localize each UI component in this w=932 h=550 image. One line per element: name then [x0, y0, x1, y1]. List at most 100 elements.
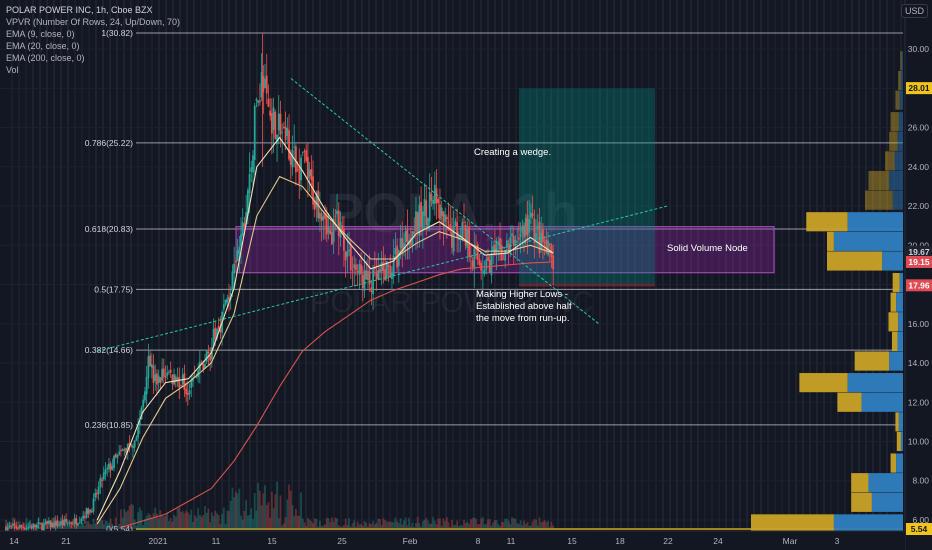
volume-bar — [329, 522, 332, 529]
volume-bar — [468, 523, 471, 529]
trendlines-layer[interactable] — [97, 78, 668, 352]
fib-level-label: 0(5.54) — [106, 524, 133, 534]
volume-profile-up-bar — [851, 473, 869, 493]
volume-bar — [396, 521, 399, 529]
volume-bar — [320, 526, 323, 529]
time-tick-label: 15 — [567, 536, 577, 546]
fib-level-label: 0.382(14.66) — [85, 345, 133, 355]
time-tick-label: 8 — [476, 536, 481, 546]
volume-bar — [344, 518, 347, 529]
candle-body — [367, 270, 369, 280]
volume-bar — [132, 504, 134, 529]
annotations-layer: Creating a wedge. Solid Volume Node Making… — [474, 147, 748, 324]
legend-vpvr[interactable]: VPVR (Number Of Rows, 24, Up/Down, 70) — [6, 17, 181, 27]
time-tick-label: Mar — [783, 536, 798, 546]
lower-wedge-trendline[interactable] — [97, 205, 668, 352]
volume-bar — [210, 512, 213, 529]
time-tick-label: 11 — [507, 536, 516, 546]
volume-bar — [145, 515, 148, 529]
candle-body — [260, 72, 263, 98]
volume-bar — [312, 523, 314, 529]
candle-body — [205, 350, 208, 362]
candle-body — [150, 364, 153, 368]
candle-body — [70, 522, 73, 525]
volume-profile-down-bar — [882, 251, 903, 271]
volume-bar — [291, 505, 294, 529]
candle-body — [545, 239, 548, 253]
candle-body — [372, 269, 374, 295]
volume-bar — [444, 521, 447, 529]
volume-bar — [504, 518, 507, 529]
volume-bar — [430, 523, 433, 529]
candle-body — [114, 454, 117, 457]
volume-profile-down-bar — [868, 473, 903, 493]
candle-body — [135, 437, 138, 441]
volume-bar — [240, 515, 242, 529]
drawings-layer[interactable] — [235, 88, 775, 287]
candle-body — [253, 105, 256, 160]
currency-button[interactable]: USD — [900, 4, 928, 18]
volume-bar — [135, 525, 138, 529]
candle-body — [464, 225, 467, 246]
candle-body — [471, 260, 474, 267]
candle-body — [137, 426, 139, 438]
volume-bar — [480, 518, 483, 529]
volume-bar — [70, 524, 73, 529]
time-tick-label: 21 — [61, 536, 71, 546]
volume-bar — [380, 525, 383, 529]
candle-body — [421, 211, 424, 230]
candle-body — [171, 374, 174, 384]
volume-bar — [56, 524, 59, 529]
legend-ema200[interactable]: EMA (200, close, 0) — [6, 53, 85, 63]
volume-bar — [427, 520, 429, 529]
candle-body — [80, 519, 83, 522]
time-axis[interactable] — [0, 531, 905, 550]
upper-wedge-trendline[interactable] — [290, 78, 600, 325]
candle-body — [552, 255, 555, 270]
annotation-higher-lows-line: Making Higher Lows - — [476, 289, 568, 300]
volume-profile-up-bar — [865, 190, 893, 210]
legend-ema9[interactable]: EMA (9, close, 0) — [6, 29, 75, 39]
volume-bar — [104, 520, 107, 529]
candle-body — [255, 99, 258, 101]
candle-body — [27, 526, 30, 528]
volume-bar — [401, 524, 404, 529]
volume-bar — [78, 525, 81, 529]
volume-bar — [65, 525, 67, 529]
candle-body — [58, 524, 61, 526]
volume-bar — [22, 521, 25, 529]
legend-vol[interactable]: Vol — [6, 65, 19, 75]
volume-bar — [339, 526, 342, 529]
volume-bar — [49, 519, 52, 529]
candle-body — [293, 146, 296, 148]
volume-bar — [308, 519, 311, 529]
fibonacci-retracement[interactable]: 1(30.82) 0.786(25.22) 0.618(20.83) 0.5(17.7… — [85, 28, 903, 534]
candle-body — [307, 157, 309, 179]
long-position-target-zone[interactable] — [519, 88, 655, 284]
candle-body — [487, 256, 489, 261]
candle-body — [162, 368, 165, 377]
candle-body — [37, 522, 40, 525]
candle-body — [68, 522, 71, 524]
candle-body — [173, 374, 176, 385]
candle-body — [349, 246, 352, 271]
candle-body — [99, 478, 102, 487]
volume-bar — [372, 520, 374, 529]
volume-bar — [75, 518, 78, 529]
candle-body — [8, 526, 11, 528]
price-tick-label: 10.00 — [908, 436, 930, 446]
volume-bar — [310, 521, 313, 529]
candle-body — [416, 212, 419, 234]
candle-body — [245, 212, 248, 225]
volume-bar — [459, 525, 462, 529]
volume-bar — [423, 519, 426, 529]
volume-bar — [399, 518, 402, 529]
volume-bar — [168, 521, 170, 529]
legend-ema20[interactable]: EMA (20, close, 0) — [6, 41, 80, 51]
volume-bar — [361, 525, 364, 529]
long-position-stop-zone[interactable] — [519, 283, 655, 287]
candle-body — [101, 479, 103, 481]
volume-profile-down-bar — [892, 190, 903, 210]
candle-body — [507, 243, 510, 253]
